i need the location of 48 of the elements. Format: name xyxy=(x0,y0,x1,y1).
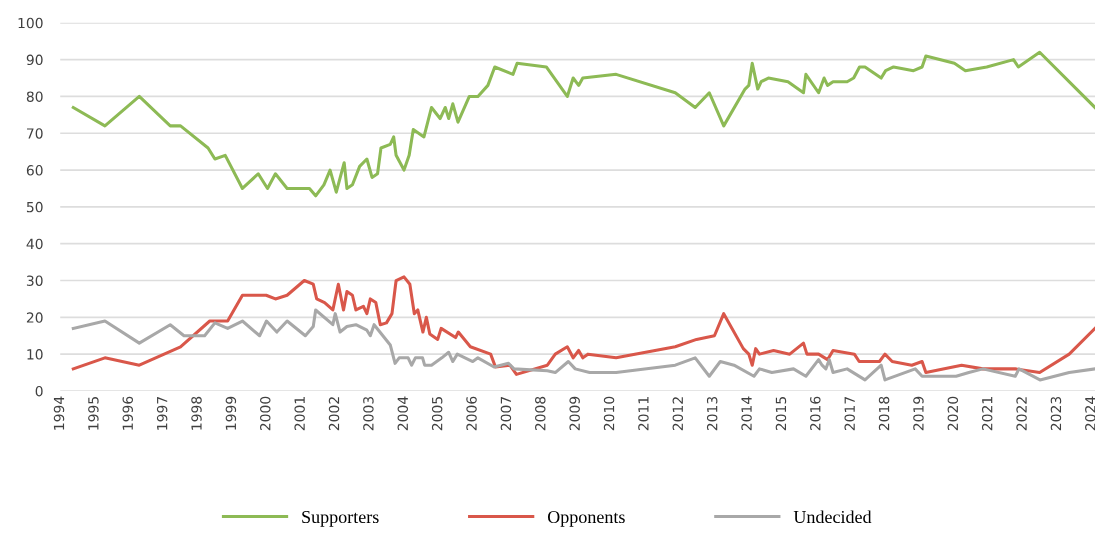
y-tick-label: 60 xyxy=(26,165,43,176)
y-tick-label: 0 xyxy=(35,385,43,397)
line-series xyxy=(71,50,1095,198)
y-tick-label: 50 xyxy=(26,201,43,213)
y-tick-label: 20 xyxy=(26,312,43,323)
y-tick-label: 80 xyxy=(26,91,43,102)
x-tick-label: 2014 xyxy=(741,396,752,431)
x-tick-label: 1998 xyxy=(191,396,202,430)
x-tick-label: 1996 xyxy=(122,396,134,430)
x-tick-label: 2023 xyxy=(1050,396,1062,431)
x-tick-label: 2002 xyxy=(328,397,340,431)
y-tick-label: 100 xyxy=(18,17,43,29)
x-tick-label: 1997 xyxy=(156,397,168,430)
x-tick-label: 2024 xyxy=(1085,396,1095,431)
x-tick-label: 2000 xyxy=(260,396,271,431)
x-tick-label: 2020 xyxy=(947,396,959,431)
x-tick-label: 2006 xyxy=(466,396,477,431)
x-tick-label: 1994 xyxy=(53,396,65,430)
x-tick-label: 1999 xyxy=(225,396,237,430)
x-tick-label: 2007 xyxy=(500,397,512,431)
line-series xyxy=(71,275,1095,376)
y-tick-label: 10 xyxy=(27,349,43,360)
y-tick-label: 40 xyxy=(26,238,43,250)
x-tick-label: 2001 xyxy=(294,397,305,431)
y-tick-label: 90 xyxy=(26,54,43,66)
x-tick-label: 2021 xyxy=(981,397,993,431)
x-tick-label: 2017 xyxy=(844,397,855,431)
y-tick-label: 70 xyxy=(27,128,43,139)
legend-label: Undecided xyxy=(793,510,872,524)
legend-label: Supporters xyxy=(302,510,379,527)
legend-label: Opponents xyxy=(547,510,625,527)
x-tick-label: 2016 xyxy=(810,396,821,431)
x-tick-label: 2009 xyxy=(569,396,580,431)
x-tick-label: 2004 xyxy=(397,396,409,431)
x-tick-label: 2012 xyxy=(672,397,684,431)
x-tick-label: 2015 xyxy=(775,397,787,431)
x-tick-label: 2013 xyxy=(706,396,718,431)
line-series xyxy=(71,308,1095,382)
x-tick-label: 2019 xyxy=(913,396,924,431)
x-tick-label: 2008 xyxy=(535,396,546,431)
x-tick-label: 2003 xyxy=(363,396,374,431)
x-tick-label: 2018 xyxy=(878,396,890,431)
x-tick-label: 1995 xyxy=(88,397,99,430)
x-tick-label: 2005 xyxy=(431,397,443,431)
x-tick-label: 2022 xyxy=(1016,397,1027,431)
x-tick-label: 2011 xyxy=(638,397,649,431)
x-tick-label: 2010 xyxy=(603,396,615,431)
y-tick-label: 30 xyxy=(26,275,43,286)
